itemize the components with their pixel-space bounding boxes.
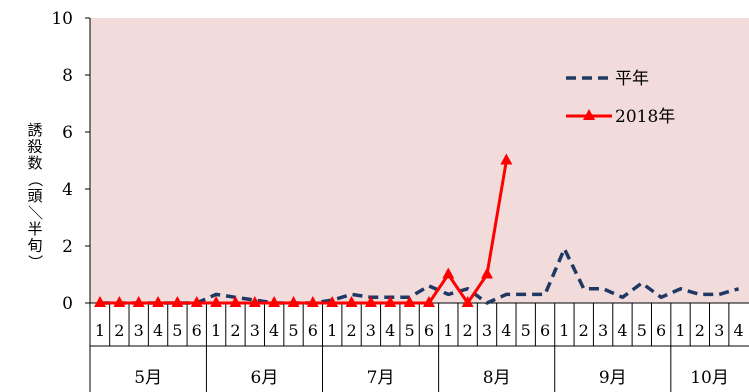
pentad-label: 3: [714, 321, 724, 340]
data-point-marker: [268, 296, 281, 307]
pentad-label: 6: [656, 321, 666, 340]
pentad-label: 5: [172, 321, 182, 340]
y-tick-label: 6: [62, 123, 73, 143]
y-tick-label: 10: [51, 9, 73, 29]
y-ticks: 0 2 4 6 8 10: [51, 9, 90, 314]
pentad-label: 1: [211, 321, 221, 340]
pentad-label: 5: [521, 321, 531, 340]
data-point-marker: [384, 296, 397, 307]
legend: 平年 2018年: [566, 69, 675, 127]
legend-label: 平年: [615, 69, 649, 89]
data-point-marker: [132, 296, 145, 307]
y-tick-label: 0: [62, 294, 73, 314]
pentad-label: 5: [288, 321, 298, 340]
month-label: 9月: [599, 368, 627, 388]
y-axis-label-char: 旬: [27, 237, 42, 255]
data-point-marker: [326, 296, 339, 307]
y-axis-label-char: 数: [27, 154, 42, 172]
legend-marker: [583, 109, 595, 120]
pentad-label: 5: [637, 321, 647, 340]
y-tick-label: 8: [62, 66, 73, 86]
pentad-label: 4: [733, 321, 743, 340]
data-point-marker: [248, 296, 261, 307]
pentad-label: 2: [579, 321, 589, 340]
pentad-label: 4: [501, 321, 511, 340]
data-point-marker: [403, 296, 416, 307]
series-line: [100, 247, 740, 305]
y-axis-label-char: 誘: [27, 121, 42, 139]
y-axis-label-char: ）: [26, 254, 44, 269]
data-point-marker: [422, 296, 435, 307]
plot-area: [90, 18, 749, 303]
series-layer: [94, 153, 740, 307]
series-line: [100, 160, 508, 305]
y-axis-label-char: 殺: [27, 138, 42, 156]
pentad-label: 2: [346, 321, 356, 340]
y-axis-label: 誘殺数（頭／半旬）: [26, 121, 44, 270]
legend-label: 2018年: [615, 107, 675, 127]
pentad-label: 5: [405, 321, 415, 340]
pentad-label: 2: [695, 321, 705, 340]
pentad-label: 4: [617, 321, 627, 340]
data-point-marker: [190, 296, 203, 307]
data-point-marker: [345, 296, 358, 307]
month-label: 10月: [690, 368, 729, 388]
y-axis-label-char: （: [26, 172, 44, 187]
pentad-label: 3: [250, 321, 260, 340]
data-point-marker: [481, 267, 493, 279]
pentad-label: 1: [327, 321, 337, 340]
data-point-marker: [306, 296, 319, 307]
y-axis-label-char: 半: [27, 220, 42, 238]
y-tick-label: 2: [62, 237, 73, 257]
data-point-marker: [461, 296, 474, 307]
month-label: 7月: [367, 368, 395, 388]
pentad-label: 3: [134, 321, 144, 340]
pentad-label: 3: [482, 321, 492, 340]
pentad-label: 1: [95, 321, 105, 340]
data-point-marker: [210, 296, 223, 307]
pentad-label: 2: [230, 321, 240, 340]
pentad-label: 1: [443, 321, 453, 340]
data-point-marker: [364, 296, 377, 307]
month-label: 5月: [134, 368, 162, 388]
pentad-label: 2: [114, 321, 124, 340]
y-axis-label-char: 頭: [27, 187, 42, 205]
pentad-label: 3: [598, 321, 608, 340]
data-point-marker: [442, 267, 455, 279]
data-point-marker: [152, 296, 165, 307]
data-point-marker: [500, 153, 513, 165]
pentad-label: 4: [153, 321, 163, 340]
pentad-label: 6: [308, 321, 318, 340]
pentad-label: 6: [424, 321, 434, 340]
data-point-marker: [229, 296, 242, 307]
month-label: 6月: [251, 368, 279, 388]
data-point-marker: [287, 296, 300, 307]
data-point-marker: [94, 296, 106, 307]
pentad-label: 6: [540, 321, 550, 340]
pentad-label: 2: [463, 321, 473, 340]
data-point-marker: [113, 296, 126, 307]
data-point-marker: [171, 296, 184, 307]
month-label: 8月: [483, 368, 511, 388]
pentad-label: 4: [269, 321, 279, 340]
pentad-label: 4: [385, 321, 395, 340]
pentad-label: 1: [559, 321, 569, 340]
y-tick-label: 4: [62, 180, 73, 200]
pentad-label: 1: [675, 321, 685, 340]
pentad-label: 6: [192, 321, 202, 340]
pentad-label: 3: [366, 321, 376, 340]
y-axis-label-char: ／: [26, 205, 44, 220]
